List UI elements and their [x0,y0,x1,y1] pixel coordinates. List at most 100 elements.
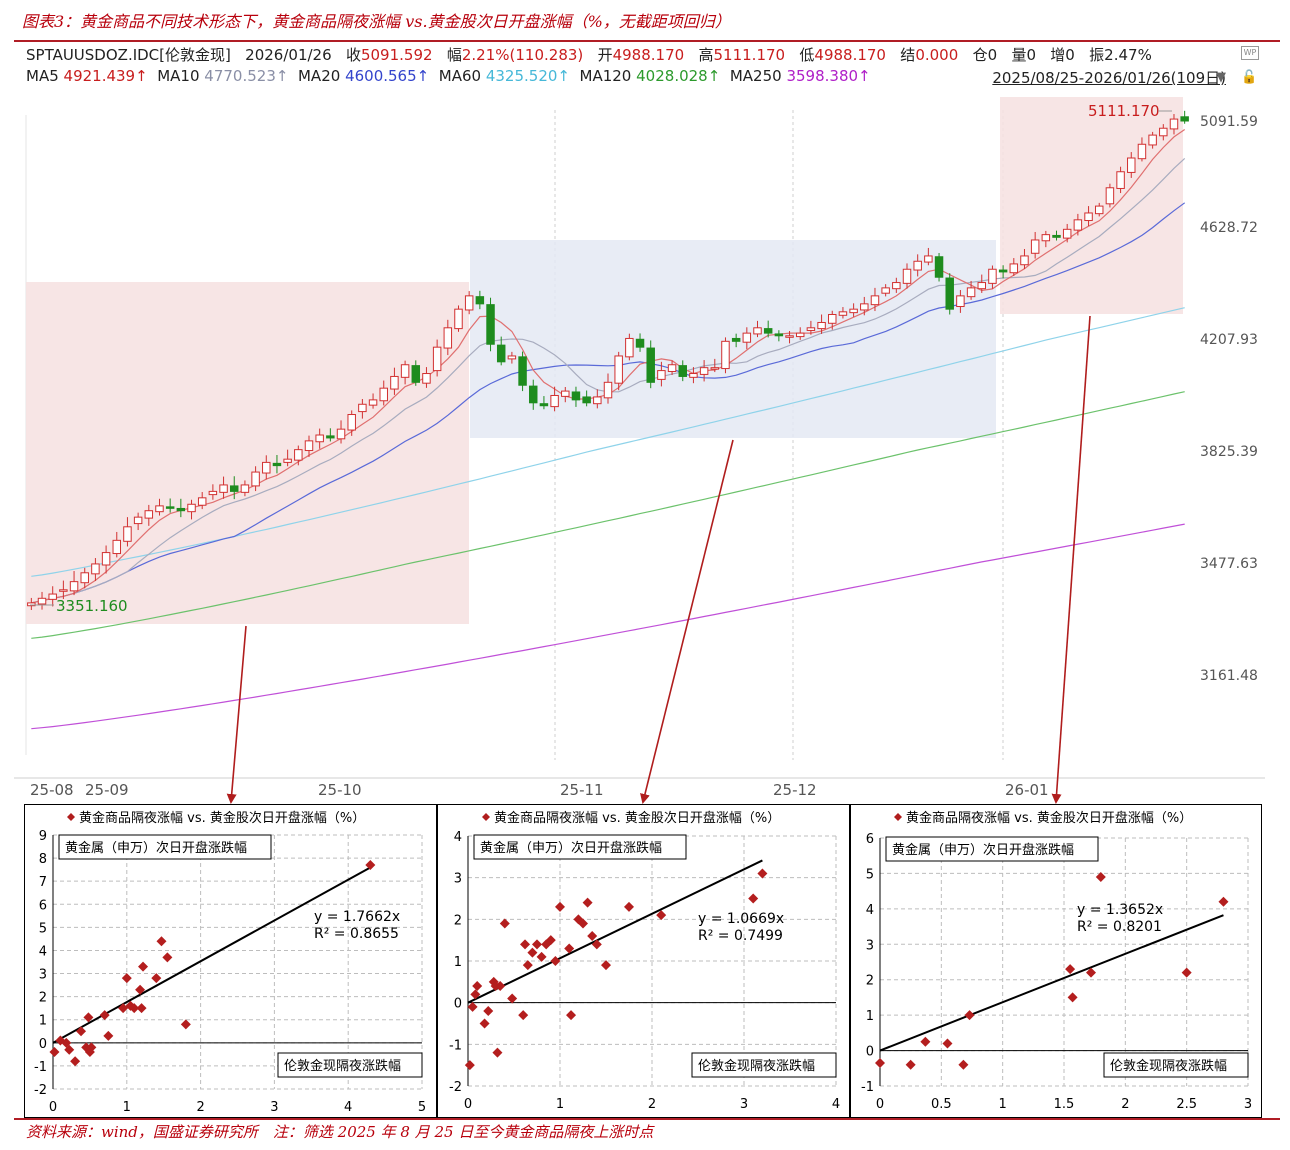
wp-icon[interactable]: WP [1241,46,1259,60]
candle-body [753,327,762,335]
data-point [905,1059,916,1070]
candle-body [1169,118,1179,130]
y-tick-label: 4 [39,944,47,959]
low-label: 低 [799,46,815,64]
candle-body [155,505,164,513]
candle-body [849,308,858,314]
candle-body [1127,157,1136,173]
candle-body [977,282,986,290]
x-tick-label: 2 [648,1097,656,1112]
date-range-selector[interactable]: 2025/08/25-2026/01/26(109日) [992,69,1226,87]
y-tick-label: -1 [34,1060,47,1075]
trendline [52,866,371,1044]
ma20-value: 4600.565↑ [345,67,430,85]
dropdown-triangle-icon[interactable]: ▼ [1216,70,1226,85]
candle-body [635,338,645,348]
lock-icon[interactable]: 🔓 [1241,70,1258,85]
y-axis-label-box: 黄金属（申万）次日开盘涨跌幅 [58,834,272,860]
candle-body [593,396,602,405]
legend-marker [894,813,902,821]
data-point [70,1056,81,1067]
data-point [942,1038,953,1049]
candle-body [187,503,196,513]
x-tick-label: 1 [999,1097,1007,1112]
candle-body [838,311,848,316]
data-point [162,952,173,963]
r-squared: R² = 0.8655 [314,926,399,942]
high-annotation: 5111.170 [1088,102,1160,120]
candle-body [646,347,655,383]
x-tick-label: 26-01 [1005,781,1049,799]
candle-body [133,516,143,525]
candle-body [486,304,495,345]
y-tick-label: 3 [39,968,47,983]
candle-body [262,461,271,474]
inc-label: 增0 [1050,46,1075,64]
candle-body [240,484,250,493]
data-point [564,943,575,954]
candle-body [817,321,826,330]
data-point [555,901,565,912]
candle-body [966,287,976,298]
candle-body [326,435,335,439]
data-point [495,981,506,991]
y-tick-label: 6 [39,898,47,913]
candle-body [27,602,36,607]
candle-body [785,335,794,338]
candle-body [731,337,741,342]
data-point [532,939,542,950]
x-tick-label: 2 [1121,1097,1129,1112]
candle-body [956,295,965,308]
close-value: 5091.592 [360,46,433,64]
y-tick-label: 3 [454,872,462,887]
data-point [518,1010,529,1021]
candle-body [742,332,752,343]
y-axis-label-frame [58,834,272,860]
candle-body [59,589,68,592]
symbol-label: SPTAUUSDOZ.IDC[伦敦金现] [26,46,231,64]
figure-title: 图表3：黄金商品不同技术形态下，黄金商品隔夜涨幅 vs.黄金股次日开盘涨幅（%，… [22,12,731,31]
ma20-line [31,202,1186,604]
y-tick-label: 5 [866,867,874,882]
x-tick-label: 1.5 [1054,1097,1075,1112]
data-point [135,984,146,995]
candle-body [507,355,517,360]
candle-body [112,539,122,555]
candle-body [1073,219,1083,231]
data-point [1065,964,1076,975]
date-label: 2026/01/26 [245,46,332,64]
y-axis-label: 黄金属（申万）次日开盘涨跌幅 [65,840,247,856]
scatter-panel-2: 黄金商品隔夜涨幅 vs. 黄金股次日开盘涨幅（%） -2 -1 0 1 2 3 4 0 1 2 3 4 y… [437,804,850,1118]
candle-body [1116,171,1125,189]
settle-label: 结 [900,46,916,64]
y-tick-label: 4 [454,830,462,845]
data-point [464,1060,475,1071]
candle-body [1159,127,1168,137]
region-uptrend-2 [1000,97,1183,314]
candle-body [123,526,132,542]
candle-body [902,268,912,284]
data-point [138,961,149,972]
ma20-label: MA20 [297,67,341,85]
candle-body [496,344,506,363]
candle-body [1094,205,1104,215]
candle-body [763,328,773,334]
y-tick-label: 6 [866,832,874,847]
candle-body [518,356,527,386]
x-tick-label: 1 [123,1100,131,1115]
x-axis-label-box: 伦敦金现隔夜涨跌幅 [277,1052,423,1078]
y-axis-label-frame [885,836,1099,862]
open-value: 4988.170 [612,46,685,64]
ma250-label: MA250 [729,67,782,85]
ma-info-row: MA5 4921.439↑ MA10 4770.523↑ MA20 4600.5… [26,67,871,85]
data-point [492,1047,503,1058]
data-point [49,1047,60,1058]
amp-label: 振 [1089,46,1105,64]
data-point [578,918,588,929]
y-tick-label: 2 [39,991,47,1006]
candle-body [251,471,260,487]
y-tick-label: -1 [861,1080,874,1095]
ma5-value: 4921.439↑ [63,67,148,85]
data-point [86,1042,97,1053]
candle-body [80,572,89,584]
